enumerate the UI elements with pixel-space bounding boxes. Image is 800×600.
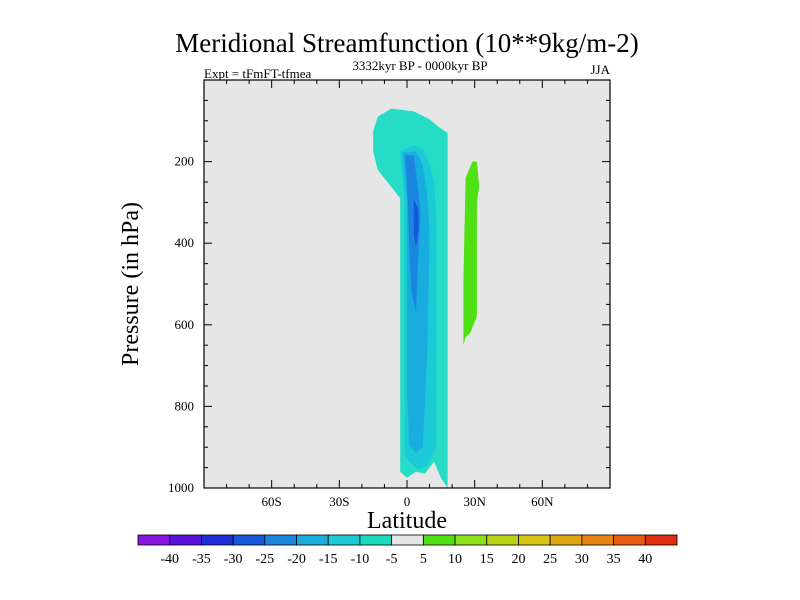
colorbar-box — [644, 534, 678, 546]
y-tick-label: 400 — [175, 235, 195, 250]
y-tick-label: 1000 — [168, 480, 194, 495]
colorbar-box — [296, 534, 329, 546]
colorbar-box — [422, 534, 456, 546]
colorbar-label: -20 — [287, 552, 306, 567]
colorbar-label: -25 — [255, 552, 274, 567]
colorbar-box — [137, 534, 171, 546]
colorbar-box — [613, 534, 646, 546]
subtitle-center: 3332kyr BP - 0000kyr BP — [352, 58, 487, 73]
colorbar-box — [359, 534, 393, 546]
y-tick-label: 600 — [175, 317, 195, 332]
colorbar-label: -30 — [224, 552, 243, 567]
colorbar-box — [264, 534, 297, 546]
contour-region-4 — [413, 198, 419, 248]
x-axis-label: Latitude — [367, 508, 447, 534]
y-axis-label: Pressure (in hPa) — [118, 202, 144, 366]
colorbar-label: 25 — [543, 552, 557, 567]
colorbar-box — [327, 534, 361, 546]
colorbar-box — [454, 534, 488, 546]
colorbar-label: 20 — [511, 552, 525, 567]
colorbar-label: 5 — [420, 552, 427, 567]
colorbar-box — [486, 534, 519, 546]
colorbar-label: -35 — [192, 552, 211, 567]
colorbar-box — [518, 534, 551, 546]
x-tick-label: 30N — [463, 494, 486, 509]
colorbar-label: -5 — [386, 552, 398, 567]
x-tick-label: 60S — [262, 494, 282, 509]
colorbar-label: 30 — [575, 552, 589, 567]
colorbar-box — [201, 534, 234, 546]
colorbar-box — [581, 534, 614, 546]
y-tick-label: 800 — [175, 398, 195, 413]
colorbar-box — [549, 534, 583, 546]
colorbar-box — [169, 534, 202, 546]
colorbar-box — [391, 534, 424, 546]
x-tick-label: 30S — [329, 494, 349, 509]
axis-ticks: 60S 30S 0 30N 60N 200 400 600 800 1000 — [168, 80, 610, 509]
subtitle-right: JJA — [590, 62, 610, 77]
x-tick-label: 0 — [404, 494, 411, 509]
colorbar-box — [232, 534, 266, 546]
contour-regions — [373, 108, 480, 488]
colorbar: -40 -35 -30 -25 -20 -15 -10 -5 5 10 15 20 25 30 35 40 — [137, 534, 678, 567]
colorbar-label: -40 — [160, 552, 179, 567]
subtitle-left: Expt = tFmFT-tfmea — [204, 66, 311, 81]
colorbar-label: 40 — [638, 552, 652, 567]
contour-region-3 — [404, 155, 421, 313]
colorbar-label: 35 — [607, 552, 621, 567]
colorbar-label: -10 — [351, 552, 370, 567]
colorbar-label: 15 — [480, 552, 494, 567]
colorbar-label: 10 — [448, 552, 462, 567]
x-tick-label: 60N — [531, 494, 554, 509]
contour-region-5 — [463, 161, 480, 346]
y-tick-label: 200 — [175, 154, 195, 169]
colorbar-label: -15 — [319, 552, 338, 567]
chart-title: Meridional Streamfunction (10**9kg/m-2) — [175, 28, 638, 58]
